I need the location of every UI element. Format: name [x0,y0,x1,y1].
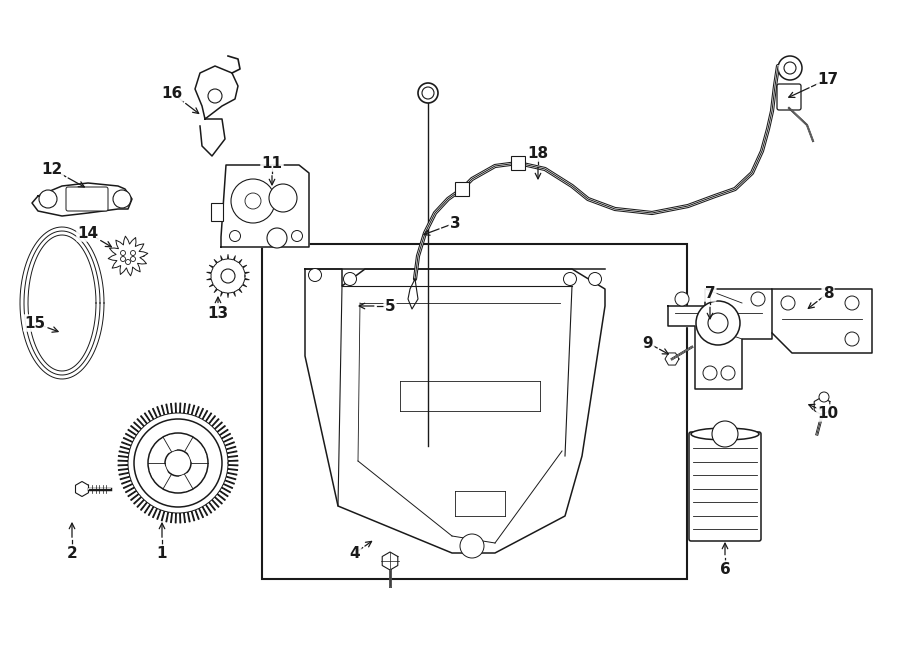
Polygon shape [179,474,193,490]
Circle shape [130,256,136,262]
Text: 2: 2 [67,545,77,561]
Circle shape [121,251,125,256]
Circle shape [418,83,438,103]
Text: 10: 10 [817,405,839,420]
Polygon shape [305,269,605,553]
Polygon shape [189,448,206,461]
Polygon shape [772,289,872,353]
Circle shape [721,366,735,380]
Circle shape [309,268,321,282]
Text: 4: 4 [350,545,360,561]
Circle shape [781,296,795,310]
FancyBboxPatch shape [689,432,761,541]
Text: 17: 17 [817,71,839,87]
Polygon shape [118,403,238,523]
Circle shape [460,534,484,558]
Circle shape [589,272,601,286]
Polygon shape [32,183,132,216]
FancyBboxPatch shape [262,244,687,579]
Circle shape [751,292,765,306]
Text: 16: 16 [161,85,183,100]
FancyBboxPatch shape [211,203,223,221]
Text: 12: 12 [41,161,63,176]
Circle shape [165,450,191,476]
Circle shape [712,421,738,447]
Polygon shape [163,436,176,452]
Circle shape [819,392,829,402]
Ellipse shape [691,428,759,440]
Polygon shape [200,119,225,156]
Circle shape [113,190,131,208]
Text: 15: 15 [24,315,46,330]
Text: 9: 9 [643,336,653,350]
Circle shape [422,87,434,99]
Circle shape [696,301,740,345]
Circle shape [148,433,208,493]
Circle shape [230,231,240,241]
Circle shape [231,179,275,223]
Circle shape [269,184,297,212]
Circle shape [245,193,261,209]
Circle shape [292,231,302,241]
Polygon shape [668,289,772,389]
Circle shape [134,419,222,507]
Polygon shape [221,165,309,247]
Polygon shape [76,481,88,496]
Circle shape [778,56,802,80]
Circle shape [675,292,689,306]
Circle shape [221,269,235,283]
Text: 5: 5 [384,299,395,313]
FancyBboxPatch shape [777,84,801,110]
Circle shape [845,332,859,346]
Circle shape [563,272,577,286]
Circle shape [208,89,222,103]
Circle shape [130,251,136,256]
FancyBboxPatch shape [455,182,469,196]
Text: 6: 6 [720,561,731,576]
Circle shape [125,260,130,264]
Polygon shape [195,66,238,119]
Circle shape [344,272,356,286]
Circle shape [39,190,57,208]
Polygon shape [150,464,167,478]
Text: 18: 18 [527,145,549,161]
Polygon shape [665,353,679,365]
Text: 3: 3 [450,215,460,231]
Circle shape [267,228,287,248]
Text: 8: 8 [823,286,833,301]
Text: 1: 1 [157,545,167,561]
Text: 14: 14 [77,225,99,241]
Circle shape [708,313,728,333]
FancyBboxPatch shape [511,156,525,170]
Circle shape [784,62,796,74]
Circle shape [121,256,125,262]
Circle shape [845,296,859,310]
Polygon shape [382,552,398,570]
Text: 13: 13 [207,305,229,321]
Polygon shape [814,397,830,415]
Polygon shape [108,236,148,276]
FancyBboxPatch shape [66,187,108,211]
Text: 7: 7 [705,286,716,301]
Circle shape [703,366,717,380]
Text: 11: 11 [262,155,283,171]
Polygon shape [207,254,249,297]
